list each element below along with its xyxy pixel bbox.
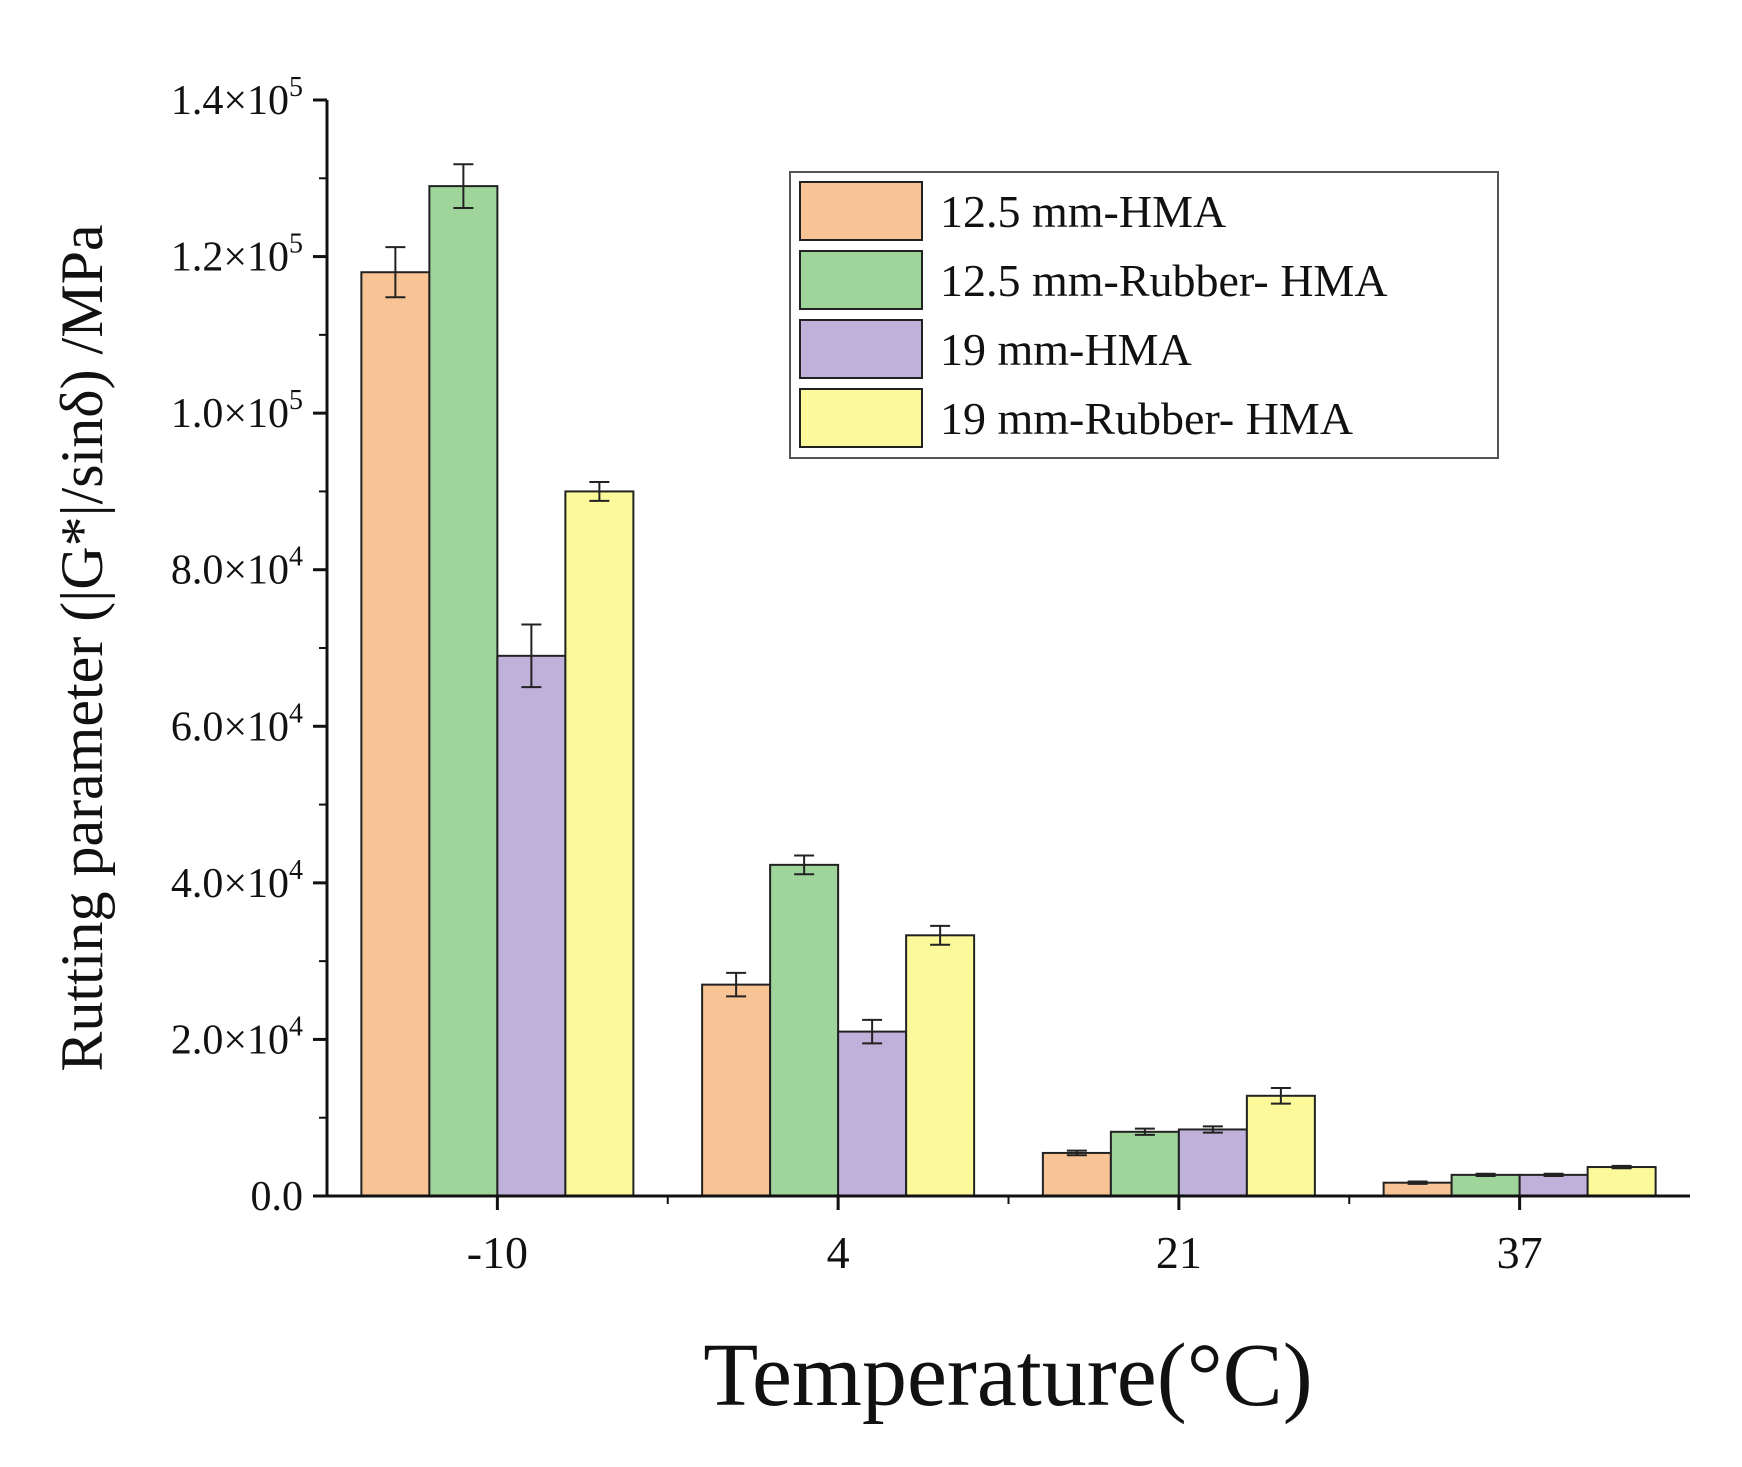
bar bbox=[837, 1030, 908, 1197]
legend-swatch bbox=[799, 388, 923, 448]
x-axis-title: Temperature(°C) bbox=[703, 1326, 1312, 1425]
legend-swatch bbox=[799, 319, 923, 379]
bar bbox=[564, 490, 635, 1197]
y-ticks: 0.0 2.0×104 4.0×104 6.0×104 8.0×104 1.0×105 1.… bbox=[171, 72, 327, 1220]
legend-swatch bbox=[799, 181, 923, 241]
legend-label: 12.5 mm-HMA bbox=[940, 186, 1226, 237]
bar bbox=[1041, 1151, 1112, 1198]
bar bbox=[496, 654, 567, 1197]
y-tick-label: 1.2×105 bbox=[171, 229, 303, 281]
y-axis-title: Rutting parameter (|G*|/sinδ) /MPa bbox=[49, 224, 115, 1071]
y-tick-label: 4.0×104 bbox=[171, 855, 303, 907]
y-tick-label: 1.4×105 bbox=[171, 72, 303, 124]
legend-swatch bbox=[799, 250, 923, 310]
x-tick-label: -10 bbox=[467, 1227, 528, 1278]
x-tick-label: 21 bbox=[1156, 1227, 1202, 1278]
y-tick-label: 2.0×104 bbox=[171, 1011, 303, 1063]
y-tick-label: 6.0×104 bbox=[171, 698, 303, 750]
legend-label: 19 mm-HMA bbox=[940, 324, 1192, 375]
bar bbox=[769, 863, 840, 1197]
x-tick-label: 4 bbox=[827, 1227, 850, 1278]
error-bars-layer bbox=[385, 163, 1632, 1185]
bar bbox=[701, 983, 772, 1198]
bar bbox=[1245, 1094, 1316, 1198]
bar bbox=[1109, 1130, 1180, 1197]
bar bbox=[1586, 1166, 1657, 1198]
legend: 12.5 mm-HMA 12.5 mm-Rubber- HMA 19 mm-HMA 1… bbox=[789, 171, 1499, 459]
x-ticks: -10 4 21 37 bbox=[467, 1196, 1543, 1278]
y-tick-label: 1.0×105 bbox=[171, 385, 303, 437]
y-tick-label: 0.0 bbox=[251, 1174, 304, 1220]
bar bbox=[905, 934, 976, 1198]
bar bbox=[1518, 1173, 1589, 1198]
x-tick-label: 37 bbox=[1497, 1227, 1543, 1278]
bar bbox=[1450, 1173, 1521, 1198]
bar bbox=[428, 185, 499, 1198]
y-tick-label: 8.0×104 bbox=[171, 542, 303, 594]
legend-label: 12.5 mm-Rubber- HMA bbox=[940, 255, 1388, 306]
bar bbox=[1177, 1128, 1248, 1198]
legend-label: 19 mm-Rubber- HMA bbox=[940, 393, 1353, 444]
bar bbox=[360, 271, 431, 1197]
